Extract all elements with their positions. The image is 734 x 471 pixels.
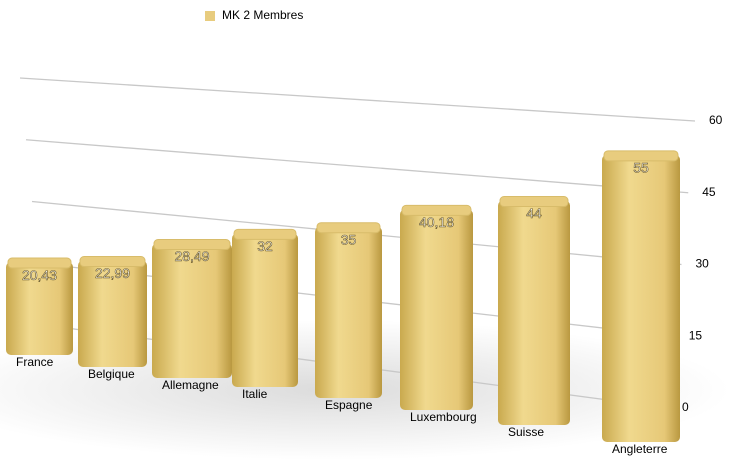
x-tick-label: Italie [242, 387, 268, 401]
bar [315, 226, 382, 398]
bar-top [603, 150, 679, 162]
value-label: 44 [526, 205, 542, 221]
y-tick-label: 60 [709, 113, 723, 127]
x-tick-label: France [16, 355, 54, 369]
y-tick-label: 45 [702, 185, 716, 199]
y-tick-label: 0 [682, 400, 689, 414]
bar [78, 260, 147, 367]
grid-line [19, 77, 696, 122]
x-tick-label: Suisse [508, 425, 544, 439]
bar [498, 200, 570, 425]
bar [6, 262, 73, 355]
bar [400, 209, 473, 410]
bar-top [233, 228, 297, 240]
value-label: 20,43 [22, 267, 57, 283]
value-label: 55 [633, 160, 649, 176]
x-tick-label: Allemagne [162, 378, 219, 392]
value-label: 32 [257, 238, 273, 254]
value-label: 40,18 [419, 214, 454, 230]
x-tick-label: Espagne [325, 398, 373, 412]
x-tick-label: Belgique [88, 367, 135, 381]
bar-top [499, 196, 569, 208]
value-label: 35 [341, 231, 357, 247]
bar-top [401, 204, 472, 216]
bar-top [7, 257, 72, 269]
bar [602, 154, 680, 443]
bar-top [153, 239, 231, 251]
grid-line [25, 139, 689, 194]
x-tick-label: Angleterre [612, 442, 668, 456]
bar-top [316, 222, 381, 234]
bar [152, 243, 232, 378]
x-tick-label: Luxembourg [410, 410, 477, 424]
y-tick-label: 15 [689, 328, 703, 342]
legend-label: MK 2 Membres [222, 8, 303, 22]
bar [232, 233, 298, 387]
value-label: 22,99 [95, 265, 130, 281]
value-label: 28,49 [174, 248, 209, 264]
y-tick-label: 30 [696, 257, 710, 271]
legend-swatch [205, 11, 215, 21]
bar-top [79, 256, 146, 268]
